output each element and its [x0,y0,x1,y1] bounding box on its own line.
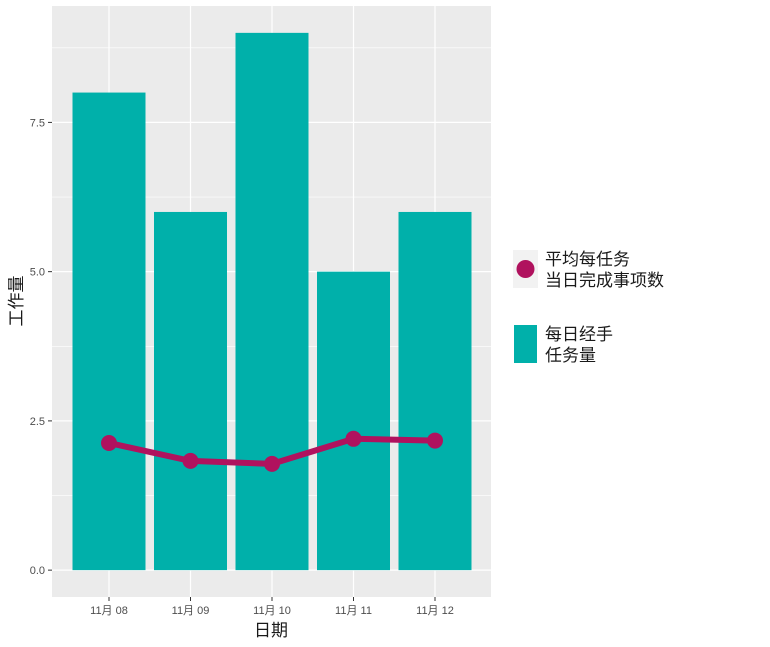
legend-label-bar-series: 每日经手任务量 [545,325,613,366]
x-tick-label: 11月 08 [90,605,128,617]
bar [72,92,146,571]
legend-key-point [516,260,535,278]
legend-label-line-series: 平均每任务当日完成事项数 [545,250,664,291]
bar [317,271,390,571]
x-axis-title: 日期 [254,621,288,641]
line-point [182,452,199,469]
y-tick-label: 5.0 [30,267,45,279]
bar [398,211,472,571]
bar [154,211,227,571]
legend-key-bar [514,325,537,363]
line-point [345,430,362,447]
y-tick-label: 0.0 [30,565,45,577]
line-series [101,430,443,472]
bar [235,32,309,571]
y-tick-label: 7.5 [30,117,45,129]
bars [72,32,472,571]
x-tick-label: 11月 12 [416,605,454,617]
x-tick-label: 11月 09 [172,605,210,617]
line-point [101,434,117,451]
axes: 0.0 2.5 5.0 7.5 11月 08 11月 09 11月 10 11月 11 11月 … [30,117,454,617]
x-tick-label: 11月 11 [335,605,372,617]
x-tick-label: 11月 10 [253,605,291,617]
y-tick-label: 2.5 [30,416,45,428]
line-point [427,432,443,449]
y-axis-title: 工作量 [7,276,27,327]
line-point [264,455,280,472]
